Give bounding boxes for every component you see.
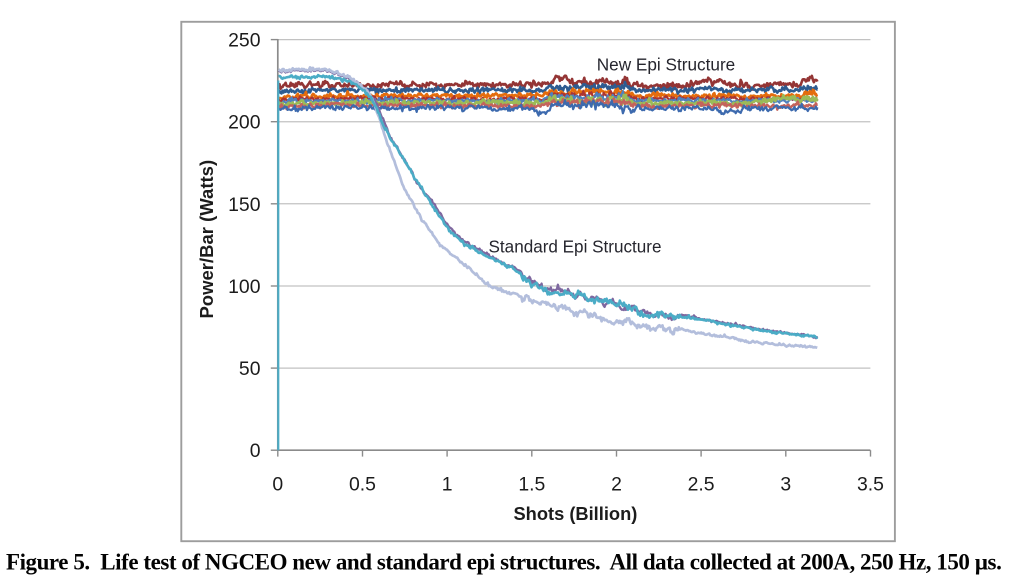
svg-text:3.5: 3.5 <box>857 474 884 496</box>
svg-text:250: 250 <box>228 30 261 52</box>
svg-text:1: 1 <box>442 474 453 496</box>
svg-text:150: 150 <box>228 194 261 216</box>
svg-text:Standard Epi Structure: Standard Epi Structure <box>489 237 662 256</box>
svg-text:Power/Bar (Watts): Power/Bar (Watts) <box>196 160 217 319</box>
svg-text:3: 3 <box>780 474 791 496</box>
svg-text:1.5: 1.5 <box>518 474 545 496</box>
svg-text:100: 100 <box>228 276 261 298</box>
svg-text:0: 0 <box>250 440 261 462</box>
svg-text:0.5: 0.5 <box>349 474 376 496</box>
svg-text:50: 50 <box>239 358 261 380</box>
svg-text:Shots (Billion): Shots (Billion) <box>513 503 637 524</box>
svg-text:Figure 5. Life test of NGCEO: Figure 5. Life test of NGCEO new and sta… <box>6 550 1001 575</box>
svg-text:2.5: 2.5 <box>688 474 715 496</box>
svg-text:2: 2 <box>611 474 622 496</box>
svg-text:New Epi Structure: New Epi Structure <box>597 55 736 75</box>
svg-text:200: 200 <box>228 112 261 134</box>
svg-text:0: 0 <box>272 474 283 496</box>
